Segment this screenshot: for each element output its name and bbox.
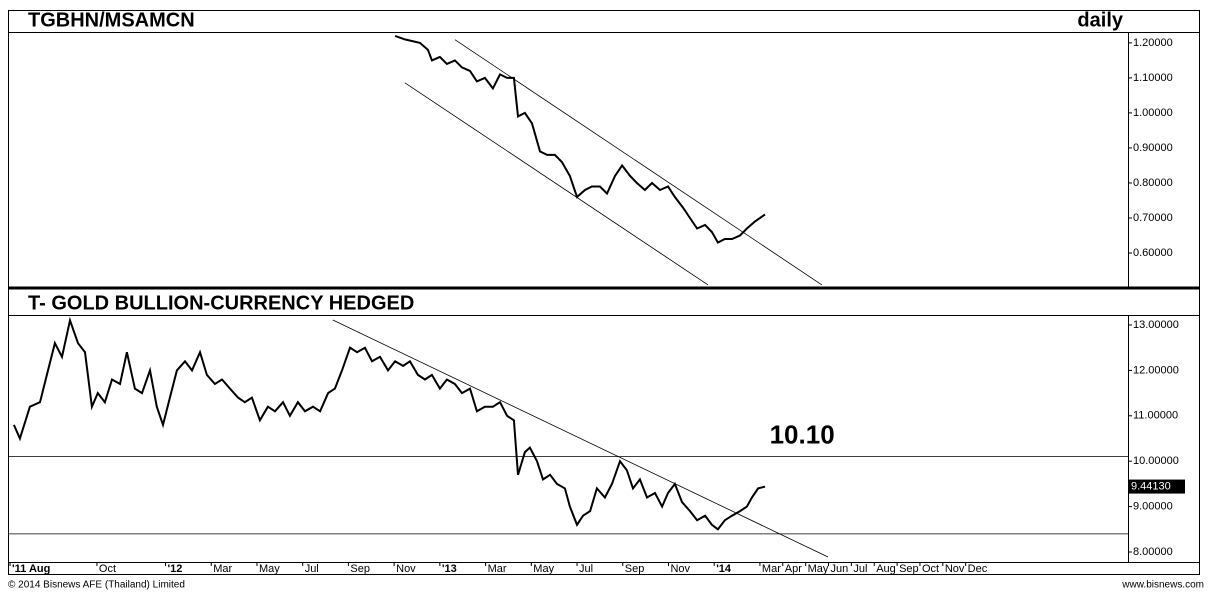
- price-line: [394, 34, 766, 244]
- x-tick-label: Mar: [762, 563, 781, 575]
- x-tick-label: Sep: [899, 563, 919, 575]
- y-tick-label: 0.90000: [1133, 142, 1173, 154]
- y-tick-label: 0.80000: [1133, 177, 1173, 189]
- level-label: 10.10: [770, 420, 835, 450]
- x-tick-label: Oct: [99, 563, 116, 575]
- x-tick-label: '14: [716, 563, 732, 575]
- x-tick-label: Nov: [670, 563, 690, 575]
- x-tick-label: Jul: [579, 563, 593, 575]
- x-tick-label: Sep: [625, 563, 645, 575]
- x-tick-label: Dec: [968, 563, 988, 575]
- x-tick-label: Apr: [785, 563, 802, 575]
- x-tick-label: Jul: [853, 563, 867, 575]
- y-tick-label: 13.00000: [1133, 319, 1179, 331]
- y-tick-label: 0.70000: [1133, 212, 1173, 224]
- y-tick-label: 1.20000: [1133, 37, 1173, 49]
- x-tick-label: Aug: [876, 563, 896, 575]
- chart-title: T- GOLD BULLION-CURRENCY HEDGED: [28, 292, 414, 314]
- x-tick-label: May: [259, 563, 280, 575]
- x-tick-label: '11 Aug: [12, 563, 50, 575]
- x-tick-label: Nov: [945, 563, 965, 575]
- x-tick-label: Oct: [922, 563, 939, 575]
- y-tick-label: 11.00000: [1133, 410, 1178, 422]
- last-value-label: 9.44130: [1131, 480, 1171, 492]
- frame: [8, 10, 1200, 575]
- y-tick-label: 1.10000: [1133, 72, 1173, 84]
- y-tick-label: 0.60000: [1133, 247, 1173, 259]
- footer: www.bisnews.com: [1121, 580, 1204, 591]
- price-line: [12, 316, 766, 531]
- x-tick-label: '12: [168, 563, 183, 575]
- last-value-box: [1129, 479, 1185, 494]
- x-tick-label: May: [533, 563, 554, 575]
- x-tick-label: Mar: [488, 563, 507, 575]
- y-tick-label: 8.00000: [1133, 546, 1173, 558]
- trend-line: [454, 39, 823, 286]
- trend-line: [332, 319, 829, 558]
- x-tick-label: Sep: [350, 563, 370, 575]
- y-tick-label: 9.00000: [1133, 501, 1173, 513]
- x-tick-label: Nov: [396, 563, 416, 575]
- x-tick-label: '13: [442, 563, 457, 575]
- y-tick-label: 12.00000: [1133, 364, 1179, 376]
- footer: © 2014 Bisnews AFE (Thailand) Limited: [8, 580, 185, 591]
- x-tick-label: Jun: [831, 563, 849, 575]
- trend-line: [404, 82, 709, 286]
- x-tick-label: Jul: [305, 563, 319, 575]
- y-tick-label: 10.00000: [1133, 455, 1179, 467]
- x-tick-label: May: [808, 563, 829, 575]
- y-tick-label: 1.00000: [1133, 107, 1173, 119]
- chart-subtitle: daily: [1077, 9, 1123, 31]
- x-tick-label: Mar: [213, 563, 232, 575]
- chart-title: TGBHN/MSAMCN: [28, 9, 195, 31]
